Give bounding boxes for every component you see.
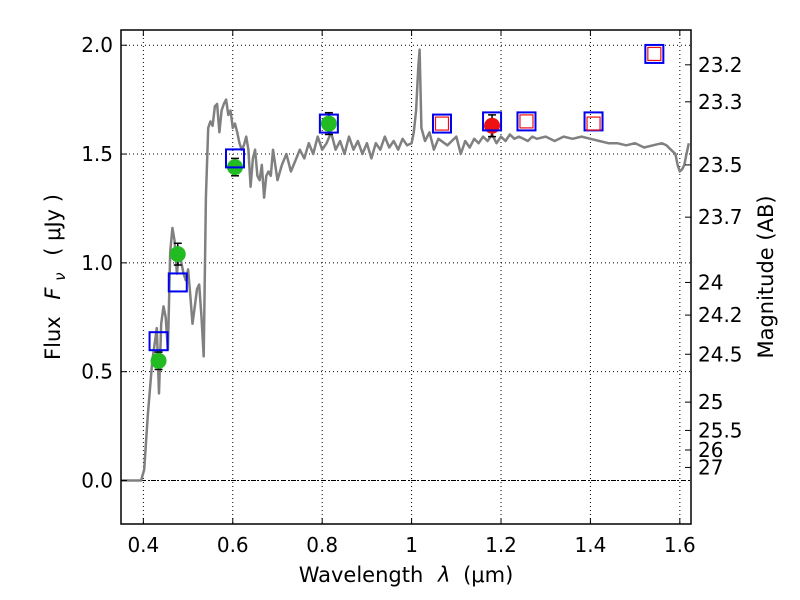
y2-tick-label: 25 [698,390,723,414]
red-model-box [519,114,534,129]
y2-tick-label: 23.5 [698,153,743,177]
y-tick-label: 1.5 [81,142,113,166]
x-tick-label: 1.2 [485,533,517,557]
green-data-point [150,352,167,369]
y-axis-units: ( μJy ) [41,194,65,256]
x-axis-lambda-symbol: λ [437,563,450,587]
red-model-box [647,46,662,62]
blue-model-box [167,272,188,293]
y-axis-title: Flux F ν ( μJy ) [41,194,70,360]
red-model-box [434,116,450,131]
y2-tick-label: 27 [698,455,723,479]
blue-model-box [644,43,665,64]
x-tick-label: 1 [405,533,418,557]
x-axis-label-text: Wavelength [299,563,424,587]
x-axis-units: (μm) [463,563,513,587]
y-tick-label: 1.0 [81,251,113,275]
y-axis-f-symbol: F [41,287,65,300]
y2-tick-label: 23.7 [698,205,743,229]
y2-tick-label: 23.2 [698,53,743,77]
y2-tick-label: 24 [698,270,723,294]
blue-model-box [482,111,503,132]
y2-tick-label: 23.3 [698,90,743,114]
y-axis-label-text: Flux [41,316,65,360]
y2-tick-label: 25.5 [698,418,743,442]
data-points [148,43,665,371]
plot-frame [120,29,692,525]
red-model-box [586,116,601,131]
y-tick-label: 2.0 [81,33,113,57]
green-data-point [169,246,186,263]
blue-model-box [318,113,339,134]
blue-model-box [431,113,452,134]
x-tick-label: 1.4 [575,533,607,557]
y2-tick-label: 26 [698,438,723,462]
x-tick-label: 0.6 [217,533,249,557]
blue-model-box [225,148,245,169]
blue-model-box [516,111,537,132]
x-tick-label: 1.6 [664,533,696,557]
y2-tick-label: 24.2 [698,303,743,327]
tick-labels: 0.4 0.6 0.8 1 1.2 1.4 1.6 0.0 0.5 1.0 1.5 2.0 23.2 23… [81,33,742,557]
x-axis-title: Wavelength λ (μm) [299,563,514,587]
blue-model-box [148,331,169,352]
y2-tick-label: 24.5 [698,342,743,366]
right-axis-title: Magnitude (AB) [754,195,778,358]
y-tick-label: 0.0 [81,468,113,492]
x-tick-label: 0.4 [127,533,159,557]
axis-ticks [121,30,691,524]
green-data-point [320,115,337,132]
y-axis-nu-subscript: ν [51,272,69,280]
x-tick-label: 0.8 [306,533,338,557]
y-tick-label: 0.5 [81,360,113,384]
